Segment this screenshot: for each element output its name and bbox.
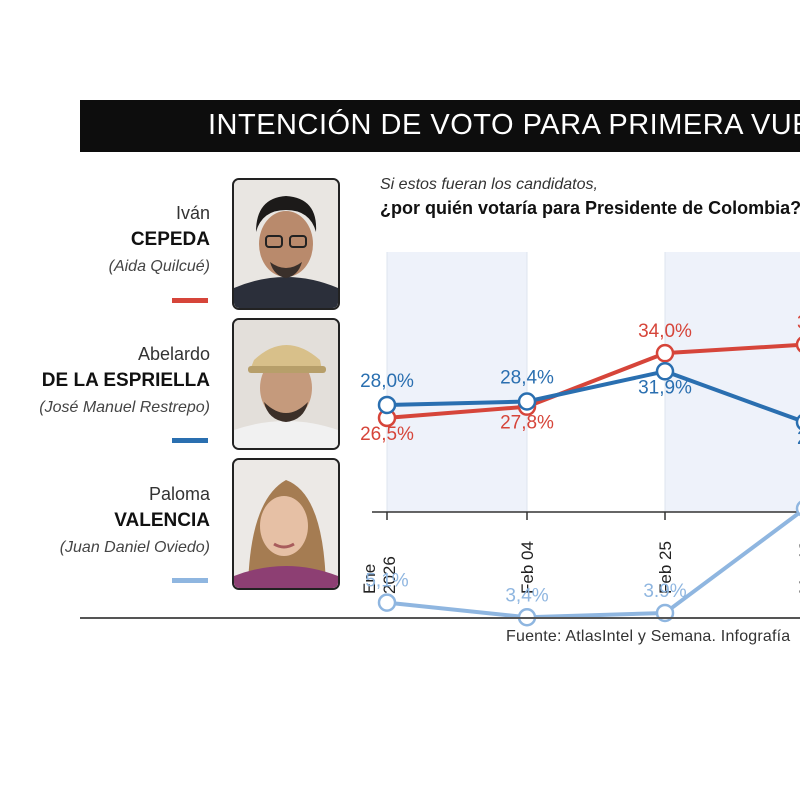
source-note: Fuente: AtlasIntel y Semana. Infografía: [506, 628, 791, 645]
data-label: 35: [797, 313, 800, 334]
chart-title: INTENCIÓN DE VOTO PARA PRIMERA VUELTA: [208, 109, 800, 141]
series-line: [386, 509, 800, 620]
de-la-espriella-line-swatch: [172, 438, 208, 443]
series-line: [386, 342, 800, 420]
data-point: [795, 414, 800, 431]
data-label: 26,5%: [360, 424, 414, 445]
candidate-cepeda-legend: Iván CEPEDA (Aida Quilcué): [109, 200, 210, 280]
candidate-first-name: Paloma: [148, 484, 210, 504]
data-label: 34,0%: [638, 321, 692, 342]
candidate-last-name: CEPEDA: [130, 229, 210, 250]
candidate-formula: (Aida Quilcué): [108, 258, 210, 275]
candidate-valencia-legend: Paloma VALENCIA (Juan Daniel Oviedo): [60, 481, 210, 561]
data-point: [795, 336, 800, 353]
candidate-last-name: VALENCIA: [114, 510, 210, 531]
data-point: [655, 603, 675, 623]
data-label: 28,0%: [360, 371, 414, 392]
chart-subtitle-question-lead: Si estos fueran los candidatos,: [380, 176, 598, 193]
x-tick-label: Ene2026: [360, 556, 399, 594]
period-band: [387, 252, 527, 512]
portrait-valencia: [232, 458, 340, 590]
candidate-first-name: Iván: [175, 203, 210, 223]
data-label: 3,4%: [505, 585, 548, 606]
data-point: [655, 362, 675, 381]
x-tick-label: Feb 25: [656, 541, 675, 594]
data-label: 27,8%: [500, 413, 554, 434]
data-point: [377, 593, 397, 612]
portrait-cepeda: [232, 178, 340, 310]
candidate-de-la-espriella-legend: Abelardo DE LA ESPRIELLA (José Manuel Re…: [39, 341, 210, 421]
candidate-last-name: DE LA ESPRIELLA: [41, 370, 210, 391]
data-label: 26: [797, 428, 800, 449]
data-label: 3.9%: [643, 581, 686, 602]
series-line: [386, 369, 800, 423]
footer-divider: [80, 617, 800, 619]
data-point: [517, 392, 537, 411]
title-bar: INTENCIÓN DE VOTO PARA PRIMERA VUELTA: [80, 100, 800, 152]
data-point: [655, 343, 675, 363]
cepeda-line-swatch: [172, 298, 208, 303]
chart-subtitle-question: ¿por quién votaría para Presidente de Co…: [380, 198, 800, 218]
candidate-first-name: Abelardo: [137, 344, 210, 364]
candidate-formula: (José Manuel Restrepo): [39, 399, 210, 416]
valencia-line-swatch: [172, 578, 208, 583]
data-label: 5,1%: [365, 571, 408, 592]
period-band: [665, 252, 800, 512]
data-point: [377, 395, 397, 415]
data-label: 31,9%: [638, 377, 692, 398]
data-label: 28,4%: [500, 368, 554, 389]
candidate-formula: (Juan Daniel Oviedo): [59, 539, 210, 556]
data-point: [795, 500, 800, 517]
x-tick-label: Mar 18: [796, 541, 800, 594]
x-tick-label: Feb 04: [518, 541, 537, 594]
portrait-de-la-espriella: [232, 318, 340, 450]
